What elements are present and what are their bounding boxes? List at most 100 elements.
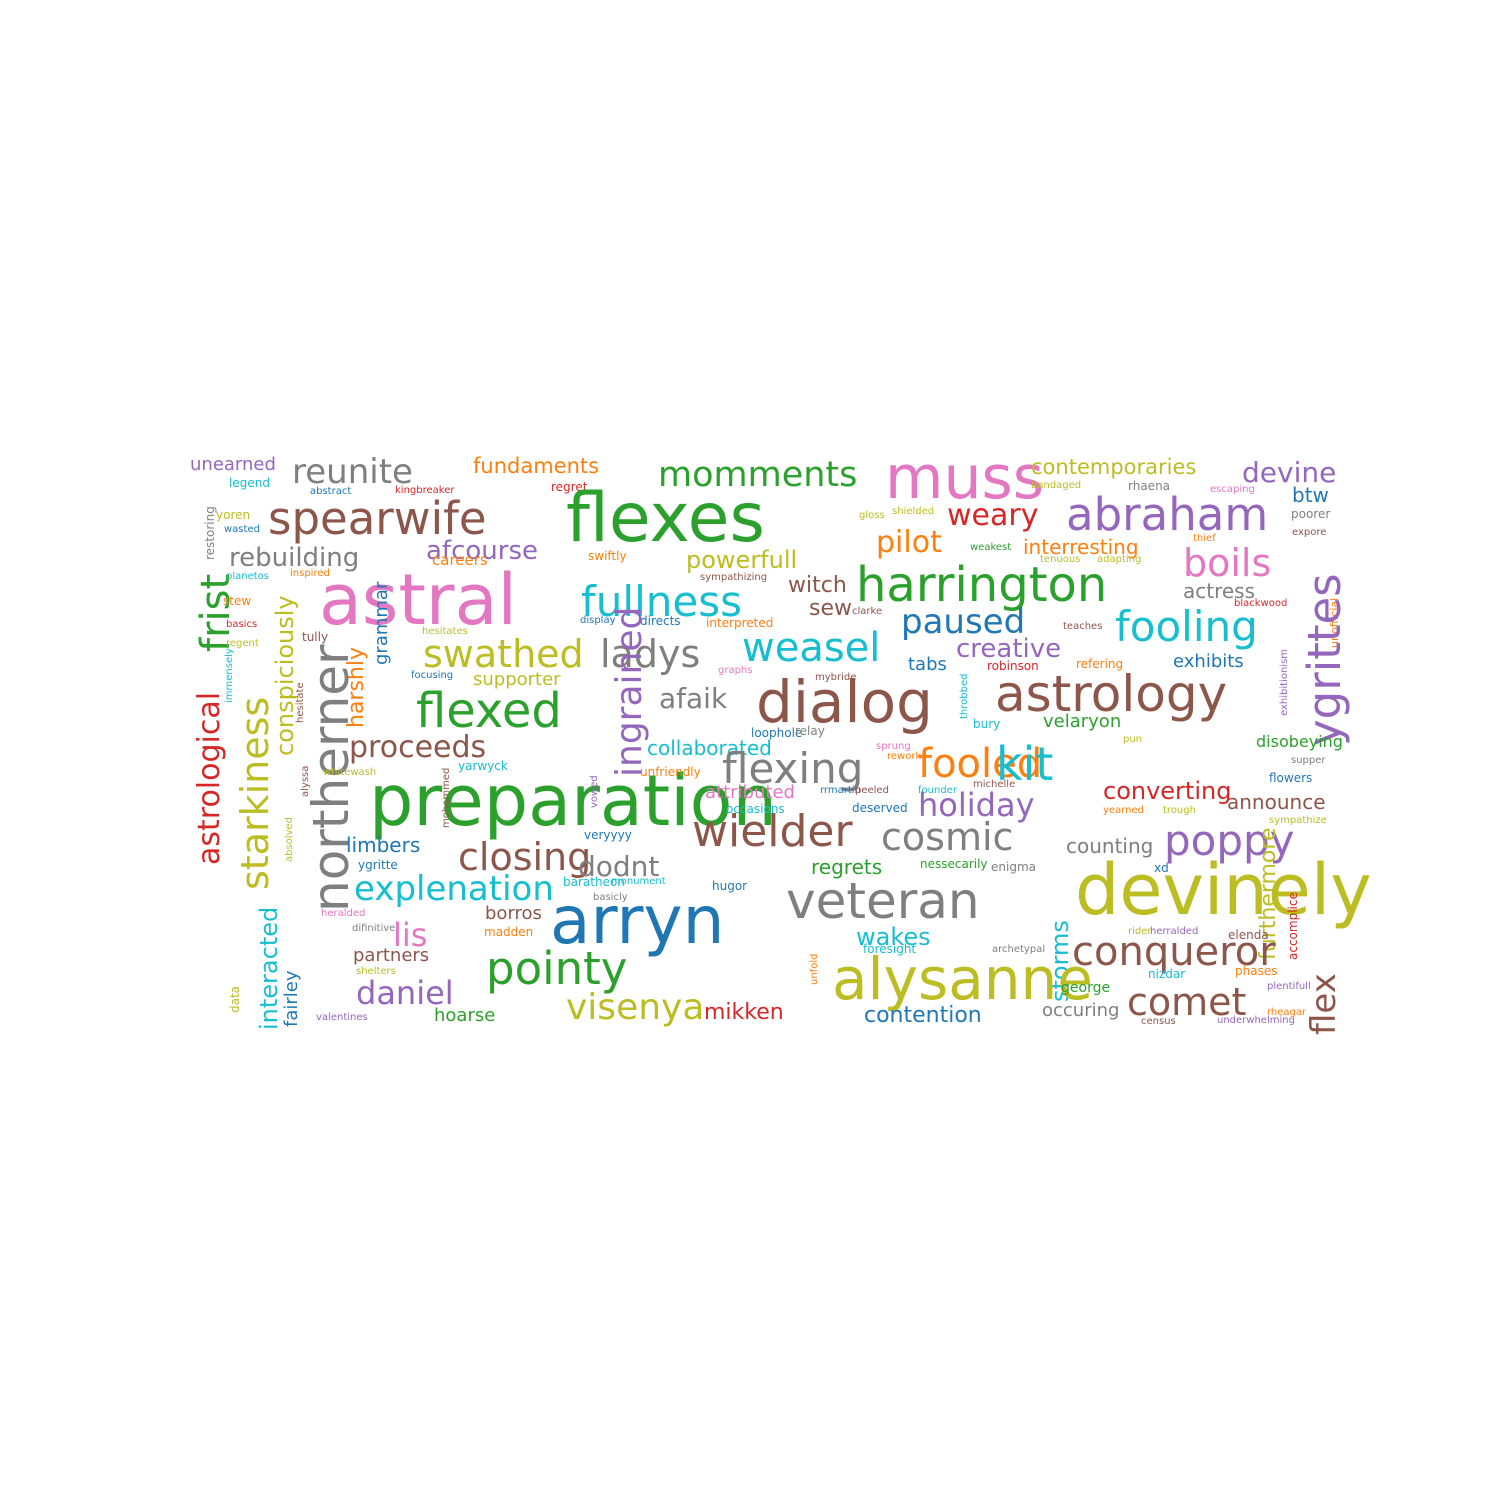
cloud-word-collaborated: collaborated	[647, 736, 772, 760]
cloud-word-herralded: herralded	[1150, 926, 1199, 937]
cloud-word-conqueror: conqueror	[1072, 929, 1276, 975]
cloud-word-cosmic: cosmic	[881, 815, 1014, 859]
cloud-word-borros: borros	[485, 903, 542, 924]
cloud-word-flexing: flexing	[722, 744, 864, 793]
cloud-word-hugor: hugor	[712, 879, 748, 893]
cloud-word-ingrained: ingrained	[609, 606, 650, 777]
cloud-word-mikken: mikken	[704, 1000, 784, 1025]
cloud-word-yarwyck: yarwyck	[458, 759, 508, 773]
cloud-word-fooling: fooling	[1115, 602, 1258, 651]
cloud-word-tabs: tabs	[908, 654, 947, 675]
cloud-word-velaryon: velaryon	[1043, 711, 1122, 732]
cloud-word-restoring: restoring	[203, 506, 217, 560]
cloud-word-starkiness: starkiness	[233, 696, 277, 890]
cloud-word-george: george	[1061, 980, 1111, 996]
cloud-word-pilot: pilot	[876, 525, 942, 560]
cloud-word-actress: actress	[1183, 579, 1256, 603]
cloud-word-veryyyy: veryyyy	[584, 828, 632, 842]
cloud-word-flexes: flexes	[566, 479, 765, 558]
cloud-word-tenuous: tenuous	[1040, 554, 1081, 565]
cloud-word-astrological: astrological	[192, 691, 227, 865]
cloud-word-interacted: interacted	[255, 906, 283, 1030]
cloud-word-nessecarily: nessecarily	[920, 857, 988, 871]
cloud-word-pun: pun	[1123, 734, 1143, 745]
cloud-word-paused: paused	[901, 602, 1026, 642]
cloud-word-whitewash: whitewash	[323, 767, 377, 778]
cloud-word-weakest: weakest	[970, 542, 1012, 553]
cloud-word-preparation: preparation	[369, 760, 777, 842]
cloud-word-elenda: elenda	[1228, 928, 1269, 942]
cloud-word-valentines: valentines	[316, 1012, 368, 1023]
cloud-word-boils: boils	[1183, 541, 1272, 585]
cloud-word-contemporaries: contemporaries	[1031, 455, 1197, 479]
cloud-word-mybride: mybride	[815, 672, 857, 683]
cloud-word-expore: expore	[1292, 527, 1327, 538]
cloud-word-shelters: shelters	[356, 966, 396, 977]
cloud-word-occuring: occuring	[1042, 1000, 1120, 1021]
cloud-word-rebuilding: rebuilding	[229, 543, 360, 573]
cloud-word-btw: btw	[1292, 483, 1329, 507]
cloud-word-phases: phases	[1235, 964, 1278, 978]
cloud-word-founder: founder	[918, 785, 957, 796]
cloud-word-basicly: basicly	[593, 892, 628, 903]
cloud-word-daniel: daniel	[356, 974, 454, 1012]
cloud-word-pointy: pointy	[486, 942, 628, 995]
cloud-word-relay: relay	[795, 724, 825, 738]
cloud-word-basics: basics	[226, 619, 258, 630]
cloud-word-inspired: inspired	[290, 568, 330, 579]
cloud-word-fullness: fullness	[581, 577, 742, 626]
cloud-word-poorer: poorer	[1291, 507, 1331, 521]
cloud-word-devine: devine	[1242, 456, 1337, 489]
cloud-word-veteran: veteran	[786, 872, 980, 930]
cloud-word-northerner: northerner	[302, 644, 360, 912]
cloud-word-rework: rework	[887, 751, 922, 762]
cloud-word-creative: creative	[956, 634, 1062, 664]
cloud-word-fooled: fooled	[918, 741, 1043, 787]
cloud-word-graphs: graphs	[718, 665, 753, 676]
cloud-word-abstract: abstract	[310, 486, 352, 497]
cloud-word-michelle: michelle	[973, 779, 1016, 790]
cloud-word-vowed: vowed	[589, 775, 600, 808]
cloud-word-dodnt: dodnt	[578, 850, 660, 883]
cloud-word-ladys: ladys	[600, 632, 701, 676]
cloud-word-kit: kit	[996, 737, 1054, 791]
cloud-word-arryn: arryn	[550, 882, 725, 959]
cloud-word-sew: sew	[809, 596, 852, 621]
cloud-word-census: census	[1141, 1016, 1176, 1027]
cloud-word-attributed: attributed	[705, 782, 795, 803]
cloud-word-weary: weary	[947, 498, 1039, 533]
cloud-word-spearwife: spearwife	[268, 492, 487, 545]
cloud-word-legend: legend	[229, 476, 270, 490]
cloud-word-hoarse: hoarse	[434, 1005, 496, 1026]
cloud-word-tully: tully	[302, 630, 329, 644]
cloud-word-foresight: foresight	[863, 942, 917, 956]
cloud-word-kingbreaker: kingbreaker	[395, 485, 455, 496]
cloud-word-sympathizing: sympathizing	[700, 572, 768, 583]
cloud-word-difinitive: difinitive	[352, 923, 396, 934]
cloud-word-flowers: flowers	[1269, 771, 1313, 785]
cloud-word-reunite: reunite	[292, 452, 413, 492]
cloud-word-rhaena: rhaena	[1128, 479, 1171, 493]
cloud-word-enigma: enigma	[991, 860, 1036, 874]
cloud-word-swiftly: swiftly	[588, 549, 627, 563]
cloud-word-underwhelming: underwhelming	[1217, 1015, 1295, 1026]
cloud-word-unfold: unfold	[809, 953, 820, 985]
cloud-word-gloss: gloss	[859, 510, 885, 521]
cloud-word-proceeds: proceeds	[349, 730, 487, 765]
cloud-word-thief: thief	[1193, 533, 1216, 544]
cloud-word-harrington: harrington	[856, 557, 1108, 613]
cloud-word-heralded: heralded	[321, 908, 366, 919]
cloud-word-alyssa: alyssa	[300, 765, 311, 797]
cloud-word-witch: witch	[788, 573, 847, 598]
cloud-word-yearned: yearned	[1103, 805, 1144, 816]
cloud-word-bury: bury	[973, 717, 1001, 731]
cloud-word-contention: contention	[864, 1003, 982, 1028]
cloud-word-plentifull: plentifull	[1267, 981, 1311, 992]
cloud-word-sprung: sprung	[876, 741, 911, 752]
cloud-word-rheagar: rheagar	[1267, 1007, 1307, 1018]
cloud-word-devinely: devinely	[1075, 849, 1372, 931]
cloud-word-astrology: astrology	[995, 665, 1228, 723]
cloud-word-limbers: limbers	[346, 833, 421, 857]
cloud-word-absolved: absolved	[284, 817, 295, 862]
